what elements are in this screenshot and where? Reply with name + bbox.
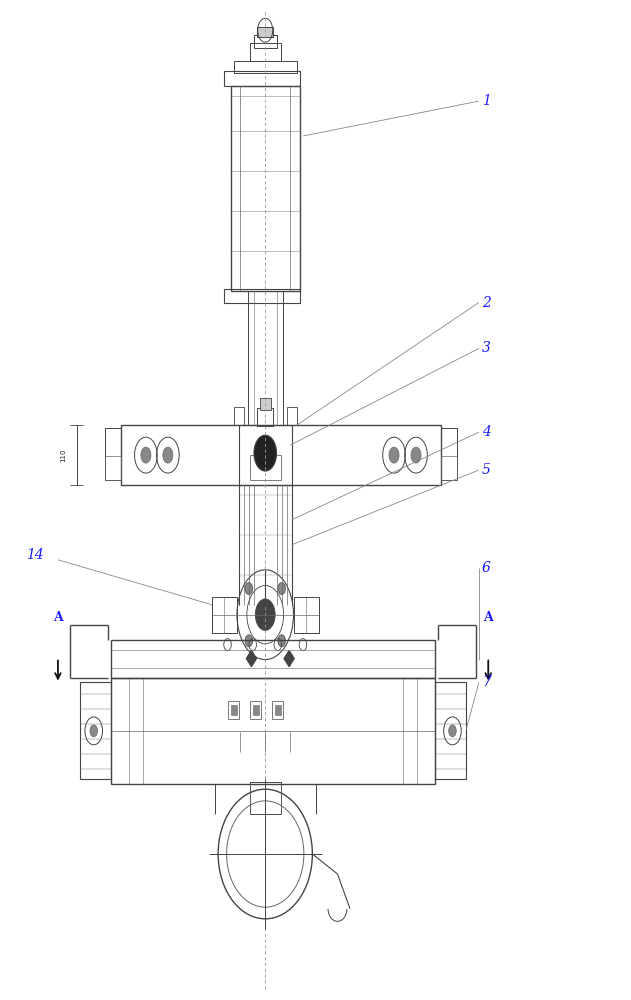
Bar <box>105 428 121 480</box>
Circle shape <box>245 635 252 647</box>
Bar <box>254 35 276 48</box>
Circle shape <box>254 435 276 471</box>
Circle shape <box>163 447 173 463</box>
Text: 14: 14 <box>27 548 44 562</box>
Polygon shape <box>284 651 294 667</box>
Circle shape <box>256 599 275 630</box>
Bar <box>121 425 441 485</box>
Text: 5: 5 <box>482 463 491 477</box>
Circle shape <box>245 583 252 595</box>
Bar <box>225 71 300 86</box>
Bar <box>231 86 300 291</box>
Bar <box>234 61 297 73</box>
Bar <box>234 407 244 425</box>
Circle shape <box>411 447 421 463</box>
Text: 6: 6 <box>482 561 491 575</box>
Bar <box>247 291 283 425</box>
Bar <box>274 705 281 715</box>
Text: 4: 4 <box>482 425 491 439</box>
Circle shape <box>449 725 456 737</box>
Bar <box>272 701 283 719</box>
Bar <box>252 705 259 715</box>
Text: 3: 3 <box>482 341 491 355</box>
Bar <box>212 597 237 633</box>
Bar <box>105 456 121 480</box>
Bar <box>111 640 435 678</box>
Text: 110: 110 <box>60 448 66 462</box>
Text: 2: 2 <box>482 296 491 310</box>
Bar <box>225 289 300 303</box>
Bar <box>250 701 261 719</box>
Bar <box>249 43 281 61</box>
Circle shape <box>389 447 399 463</box>
Bar <box>111 678 435 784</box>
Bar <box>435 682 466 779</box>
Bar <box>228 701 240 719</box>
Bar <box>239 425 292 485</box>
Bar <box>441 456 457 480</box>
Text: A: A <box>483 611 493 624</box>
Text: 7: 7 <box>482 675 491 689</box>
Circle shape <box>278 635 285 647</box>
Text: A: A <box>53 611 63 624</box>
Bar <box>293 597 319 633</box>
Bar <box>286 407 297 425</box>
Text: 1: 1 <box>482 94 491 108</box>
Bar <box>80 682 111 779</box>
Bar <box>257 408 273 426</box>
Circle shape <box>141 447 151 463</box>
Circle shape <box>278 583 285 595</box>
Circle shape <box>90 725 98 737</box>
Bar <box>249 782 281 814</box>
Polygon shape <box>246 651 256 667</box>
Bar <box>231 705 237 715</box>
Bar <box>441 428 457 480</box>
Bar <box>257 27 273 37</box>
Bar <box>259 398 271 410</box>
Bar <box>249 455 281 480</box>
